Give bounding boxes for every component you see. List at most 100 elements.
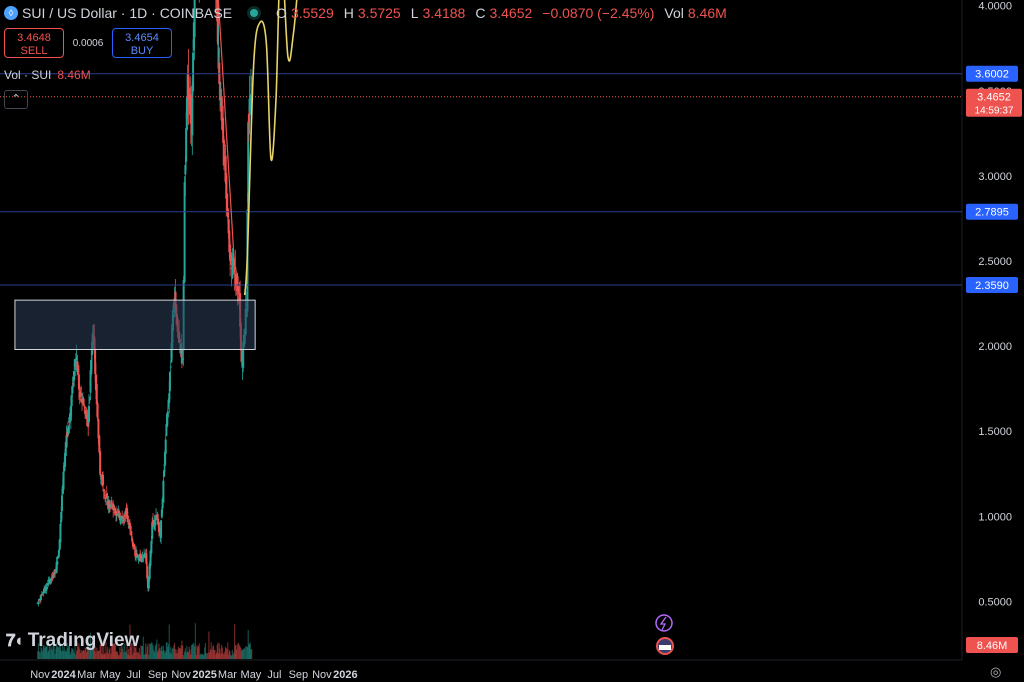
candle-body	[79, 391, 82, 395]
buy-button[interactable]: 3.4654 BUY	[112, 28, 172, 58]
volume-bar	[129, 624, 131, 659]
x-tick-label: Nov	[171, 669, 191, 681]
volume-bar	[234, 624, 236, 659]
volume-bar	[127, 653, 129, 659]
volume-bar	[89, 647, 91, 659]
volume-bar	[47, 650, 50, 659]
volume-bar	[47, 652, 49, 659]
candle-body	[191, 85, 194, 136]
volume-tag-label: 8.46M	[977, 640, 1008, 652]
volume-bar	[42, 645, 45, 659]
volume-bar	[200, 654, 203, 659]
candle-body	[126, 516, 129, 518]
symbol-title[interactable]: SUI / US Dollar · 1D · COINBASE	[22, 5, 233, 21]
collapse-chevron-icon[interactable]: ⌃	[4, 90, 28, 109]
volume-bar	[197, 647, 199, 659]
projection-path	[243, 0, 298, 296]
candle-body	[109, 506, 112, 509]
candle-body	[123, 514, 126, 517]
candle-body	[148, 563, 151, 580]
volume-bar	[207, 652, 209, 659]
candle-body	[166, 418, 169, 427]
candle-body	[96, 403, 99, 419]
volume-bar	[202, 654, 204, 659]
candle-body	[225, 173, 228, 199]
volume-bar	[39, 652, 41, 659]
candle-body	[184, 164, 187, 175]
candle-body	[118, 512, 121, 521]
candle-body	[170, 342, 173, 363]
volume-bar	[163, 649, 165, 659]
high-label: H	[343, 5, 354, 21]
volume-bar	[86, 643, 89, 659]
volume-bar	[187, 651, 189, 659]
candle-body	[58, 539, 61, 551]
volume-bar	[204, 642, 207, 659]
candle-body	[118, 510, 121, 513]
candle-body	[162, 480, 165, 503]
candle-body	[65, 435, 68, 448]
level-price-label: 2.3590	[975, 280, 1009, 292]
buy-label: BUY	[130, 45, 154, 57]
volume-bar	[206, 653, 208, 659]
candle-body	[236, 276, 239, 292]
volume-bar	[158, 643, 160, 659]
volume-bar	[139, 654, 141, 659]
x-tick-label: Mar	[218, 669, 237, 681]
volume-bar	[61, 650, 63, 659]
sell-button[interactable]: 3.4648 SELL	[4, 28, 64, 58]
candle-body	[84, 407, 87, 409]
volume-bar	[45, 647, 47, 659]
volume-bar	[162, 650, 164, 659]
volume-bar	[173, 642, 176, 659]
candle-body	[142, 555, 145, 557]
candle-body	[68, 417, 71, 423]
candle-body	[143, 554, 146, 556]
candle-body	[168, 393, 171, 404]
volume-bar	[157, 650, 159, 659]
volume-bar	[221, 647, 223, 659]
volume-bar	[241, 650, 243, 659]
tradingview-logo[interactable]: 𝟕◖ TradingView	[6, 630, 139, 652]
candle-body	[163, 469, 166, 477]
candle-body	[167, 399, 170, 408]
volume-bar	[92, 642, 95, 659]
candle-body	[163, 452, 166, 466]
candle-body	[81, 397, 84, 399]
volume-bar	[55, 648, 57, 659]
candle-body	[166, 411, 169, 418]
candle-body	[75, 357, 78, 360]
volume-bar	[188, 646, 190, 659]
volume-bar	[237, 642, 240, 659]
candle-body	[67, 425, 70, 434]
candle-body	[83, 405, 86, 407]
volume-bar	[231, 649, 234, 659]
volume-bar	[150, 642, 152, 659]
volume-bar	[231, 655, 233, 659]
candle-body	[115, 510, 118, 516]
volume-label: Vol	[664, 5, 684, 21]
candle-body	[80, 393, 83, 395]
volume-bar	[218, 653, 220, 659]
volume-bar	[58, 647, 60, 659]
candle-body	[223, 156, 226, 163]
candle-body	[224, 160, 227, 182]
volume-bar	[229, 651, 231, 659]
volume-pane-legend[interactable]: Vol · SUI 8.46M	[4, 68, 91, 82]
trade-panel: 3.4648 SELL 0.0006 3.4654 BUY	[4, 28, 172, 58]
volume-bar	[145, 643, 147, 659]
volume-bar	[82, 650, 84, 659]
volume-bar	[172, 648, 174, 659]
volume-bar	[38, 651, 40, 659]
volume-bar	[151, 642, 153, 659]
y-tick-label: 2.5000	[978, 256, 1012, 268]
settings-gear-icon[interactable]: ◎	[990, 664, 1002, 679]
candle-body	[193, 0, 196, 38]
volume-bar	[213, 650, 215, 659]
volume-bar	[97, 650, 99, 659]
volume-bar	[111, 643, 113, 659]
y-tick-label: 2.0000	[978, 341, 1012, 353]
candle-body	[76, 361, 79, 370]
volume-bar	[224, 646, 227, 659]
